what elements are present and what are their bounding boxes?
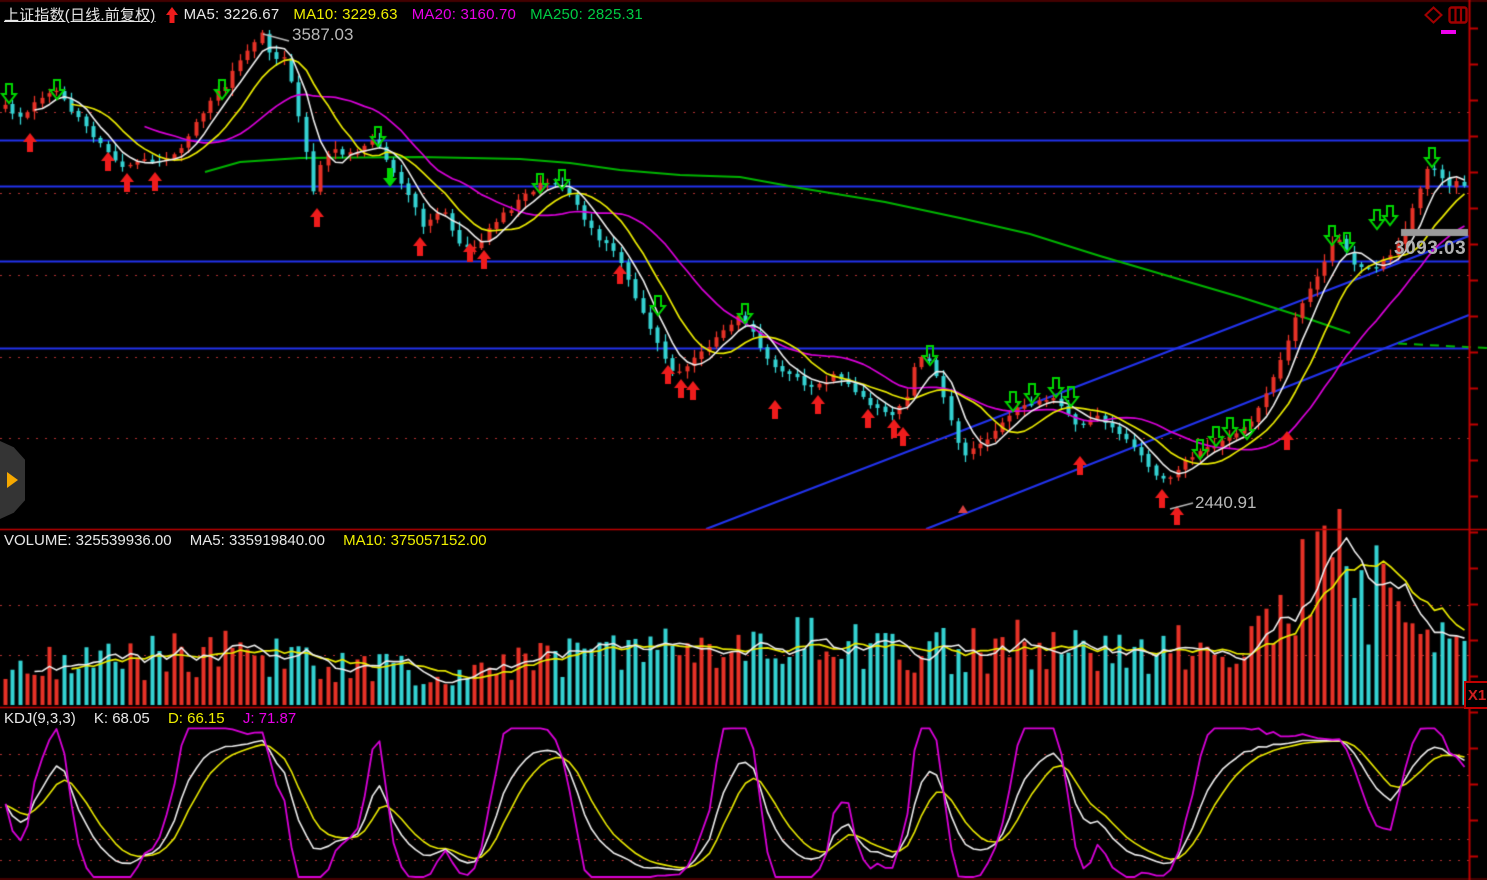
kdj-k-value: K: 68.05: [93, 710, 150, 727]
header-toolbar: [1424, 6, 1468, 29]
volume-value: VOLUME: 325539936.00: [4, 532, 172, 549]
ma250-value: MA250: 2825.31: [530, 6, 643, 23]
high-price-label: 3587.03: [292, 25, 354, 44]
last-price-label: 3093.03: [1394, 238, 1467, 259]
split-window-icon[interactable]: [1448, 6, 1468, 29]
kdj-j-value: J: 71.87: [242, 710, 297, 727]
symbol-title: 上证指数(日线.前复权): [4, 7, 156, 24]
kdj-d-value: D: 66.15: [167, 710, 225, 727]
ma20-value: MA20: 3160.70: [411, 6, 517, 23]
diamond-tool-icon[interactable]: [1424, 6, 1443, 29]
volume-ma5-value: MA5: 335919840.00: [189, 532, 325, 549]
magenta-indicator-dash: [1441, 30, 1456, 34]
low-price-label: 2440.91: [1195, 493, 1257, 512]
ma10-value: MA10: 3229.63: [293, 6, 398, 23]
volume-pane-header: VOLUME: 325539936.00 MA5: 335919840.00 M…: [4, 532, 501, 549]
ma5-value: MA5: 3226.67: [183, 6, 280, 23]
zoom-level-badge: X1: [1464, 681, 1487, 709]
kdj-name: KDJ(9,3,3): [4, 710, 76, 727]
up-arrow-icon: [165, 6, 178, 23]
expand-arrow-icon: [7, 472, 18, 488]
volume-ma10-value: MA10: 375057152.00: [343, 532, 487, 549]
kdj-pane-header: KDJ(9,3,3) K: 68.05 D: 66.15 J: 71.87: [4, 710, 310, 727]
main-chart-header: 上证指数(日线.前复权) MA5: 3226.67 MA10: 3229.63 …: [4, 4, 657, 25]
